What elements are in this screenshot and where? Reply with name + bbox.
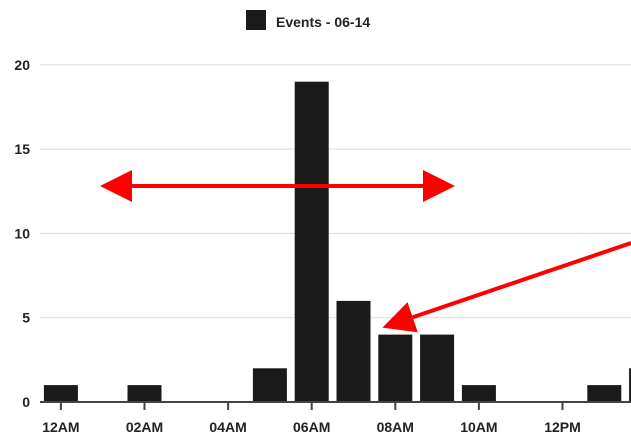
- bars: [43, 81, 631, 402]
- x-tick-label: 10AM: [460, 419, 497, 435]
- axes: 0 5 10 15 20 12AM 02AM 04AM 06AM 08AM 10AM 12PM: [14, 57, 631, 435]
- bar: [420, 334, 455, 402]
- bar: [127, 385, 162, 402]
- y-tick-label: 15: [14, 141, 30, 157]
- x-tick-label: 04AM: [209, 419, 246, 435]
- legend-label: Events - 06-14: [276, 14, 370, 30]
- x-tick-label: 06AM: [293, 419, 330, 435]
- x-tick-label: 02AM: [126, 419, 163, 435]
- bar: [587, 385, 622, 402]
- legend-swatch: [246, 10, 266, 30]
- y-tick-label: 0: [22, 394, 30, 410]
- y-tick-label: 10: [14, 225, 30, 241]
- legend: Events - 06-14: [246, 10, 370, 30]
- grid-lines: [40, 64, 631, 319]
- annotations: [100, 170, 631, 333]
- x-tick-label: 08AM: [377, 419, 414, 435]
- x-tick-label: 12PM: [544, 419, 581, 435]
- bar: [252, 368, 287, 402]
- y-tick-label: 5: [22, 310, 30, 326]
- pointer-arrow-annotation: [382, 241, 631, 333]
- bar: [336, 300, 371, 402]
- y-tick-label: 20: [14, 57, 30, 73]
- bar: [378, 334, 413, 402]
- bar: [629, 368, 631, 402]
- bar: [294, 81, 329, 402]
- bar: [461, 385, 496, 402]
- bar: [43, 385, 78, 402]
- x-tick-label: 12AM: [42, 419, 79, 435]
